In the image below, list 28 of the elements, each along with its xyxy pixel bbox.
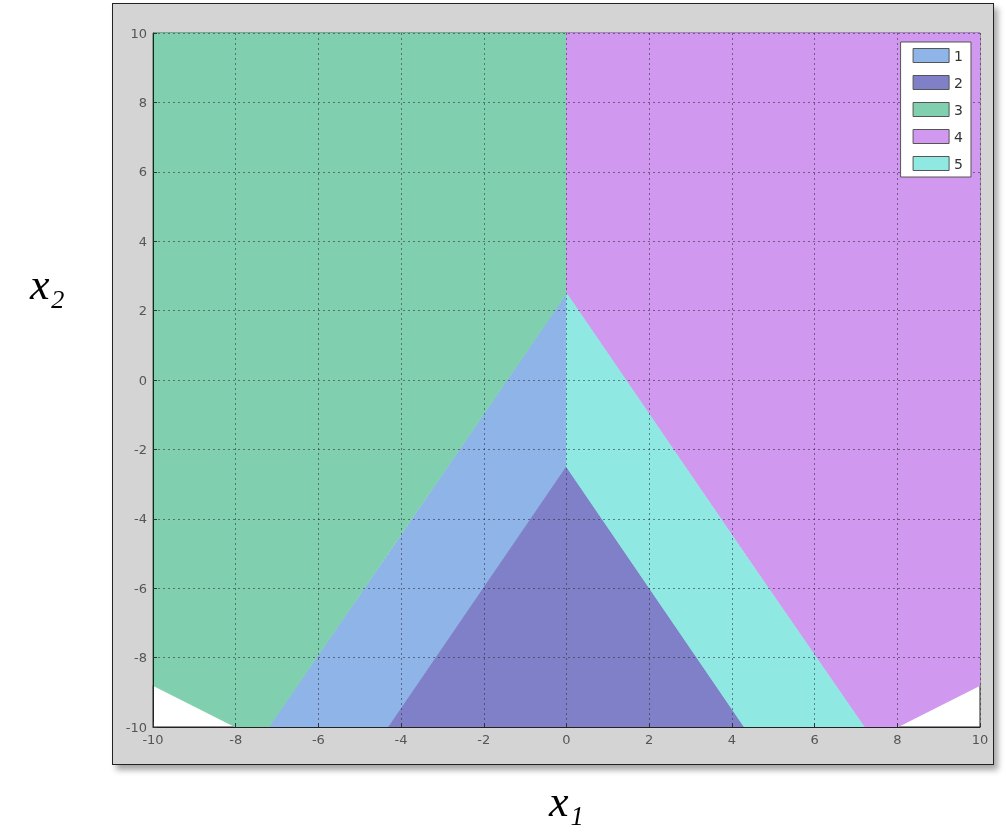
y-tick-label: -10	[125, 719, 147, 735]
y-tick-label: 2	[138, 303, 147, 319]
x-tick-label: 0	[562, 732, 571, 747]
x-tick-label: -8	[229, 732, 243, 747]
y-tick-label: 0	[138, 372, 147, 388]
legend-label: 4	[954, 128, 964, 145]
y-tick-label: 6	[138, 164, 147, 180]
y-tick-label: 8	[138, 94, 147, 110]
x-axis-title: x₁	[548, 776, 584, 826]
legend-label: 2	[954, 74, 964, 91]
y-tick-label: -8	[134, 650, 147, 666]
legend-label: 5	[954, 155, 964, 172]
x-tick-label: -2	[477, 732, 491, 747]
legend-label: 1	[954, 47, 964, 64]
y-tick-label: -4	[134, 511, 147, 527]
y-axis-title: x₂	[29, 259, 65, 309]
y-tick-label: 4	[138, 233, 147, 249]
x-tick-label: 2	[645, 732, 654, 747]
y-tick-label: -2	[134, 441, 147, 457]
y-tick-label: -6	[134, 580, 147, 596]
legend-label: 3	[954, 101, 964, 118]
x-tick-label: 6	[810, 732, 819, 747]
x-tick-label: 8	[893, 732, 902, 747]
x-tick-label: -6	[311, 732, 325, 747]
x-tick-label: -4	[394, 732, 408, 747]
y-tick-label: 10	[130, 25, 147, 41]
x-tick-label: 4	[727, 732, 737, 747]
x-tick-label: 10	[971, 732, 989, 747]
